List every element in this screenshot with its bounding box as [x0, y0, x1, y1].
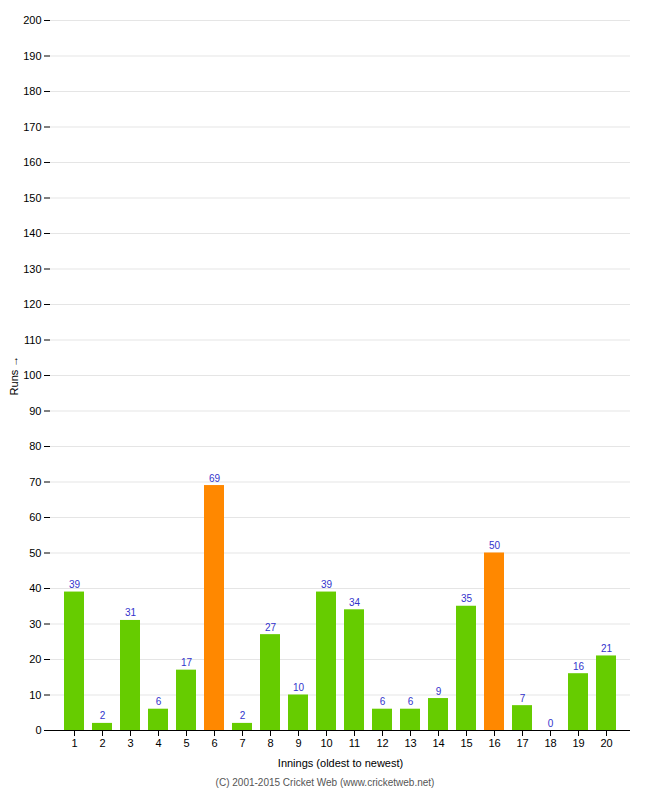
svg-text:20: 20 [600, 737, 612, 749]
svg-text:34: 34 [349, 597, 361, 608]
svg-text:2: 2 [100, 710, 106, 721]
svg-text:15: 15 [460, 737, 472, 749]
svg-text:14: 14 [432, 737, 444, 749]
svg-text:69: 69 [209, 473, 221, 484]
svg-text:Innings (oldest to newest): Innings (oldest to newest) [278, 757, 403, 769]
svg-text:120: 120 [23, 298, 41, 310]
svg-text:200: 200 [23, 14, 41, 26]
svg-text:35: 35 [461, 593, 473, 604]
svg-text:19: 19 [572, 737, 584, 749]
svg-text:100: 100 [23, 369, 41, 381]
svg-text:50: 50 [489, 540, 501, 551]
svg-text:4: 4 [155, 737, 161, 749]
svg-text:70: 70 [29, 476, 41, 488]
svg-text:2: 2 [99, 737, 105, 749]
svg-text:13: 13 [404, 737, 416, 749]
svg-text:40: 40 [29, 582, 41, 594]
svg-text:9: 9 [436, 686, 442, 697]
svg-text:90: 90 [29, 405, 41, 417]
svg-text:180: 180 [23, 85, 41, 97]
svg-text:60: 60 [29, 511, 41, 523]
svg-text:16: 16 [488, 737, 500, 749]
svg-text:7: 7 [520, 693, 526, 704]
svg-text:0: 0 [548, 718, 554, 729]
svg-text:31: 31 [125, 607, 137, 618]
svg-text:190: 190 [23, 50, 41, 62]
svg-text:10: 10 [29, 689, 41, 701]
svg-text:30: 30 [29, 618, 41, 630]
svg-text:18: 18 [544, 737, 556, 749]
svg-text:10: 10 [293, 682, 305, 693]
svg-text:6: 6 [156, 696, 162, 707]
svg-text:5: 5 [183, 737, 189, 749]
svg-text:130: 130 [23, 263, 41, 275]
svg-text:12: 12 [376, 737, 388, 749]
svg-text:16: 16 [573, 661, 585, 672]
svg-text:8: 8 [267, 737, 273, 749]
svg-text:160: 160 [23, 156, 41, 168]
svg-text:20: 20 [29, 653, 41, 665]
svg-text:11: 11 [349, 737, 360, 749]
svg-text:17: 17 [181, 657, 193, 668]
svg-text:80: 80 [29, 440, 41, 452]
svg-text:21: 21 [601, 643, 613, 654]
svg-text:1: 1 [71, 737, 77, 749]
svg-text:6: 6 [408, 696, 414, 707]
svg-text:27: 27 [265, 622, 277, 633]
svg-text:9: 9 [295, 737, 301, 749]
svg-text:140: 140 [23, 227, 41, 239]
svg-text:7: 7 [239, 737, 245, 749]
svg-text:39: 39 [69, 579, 81, 590]
svg-text:39: 39 [321, 579, 333, 590]
svg-text:0: 0 [35, 724, 41, 736]
svg-text:2: 2 [240, 710, 246, 721]
svg-text:110: 110 [24, 334, 42, 346]
svg-text:10: 10 [320, 737, 332, 749]
svg-text:3: 3 [127, 737, 133, 749]
svg-text:Runs →: Runs → [8, 356, 20, 396]
svg-text:6: 6 [380, 696, 386, 707]
svg-text:50: 50 [29, 547, 41, 559]
svg-text:170: 170 [23, 121, 41, 133]
svg-text:6: 6 [211, 737, 217, 749]
svg-text:17: 17 [516, 737, 528, 749]
html-text:(C) 2001-2015 Cricket Web (www: (C) 2001-2015 Cricket Web (www.cricketwe… [215, 777, 435, 788]
svg-text:150: 150 [23, 192, 41, 204]
